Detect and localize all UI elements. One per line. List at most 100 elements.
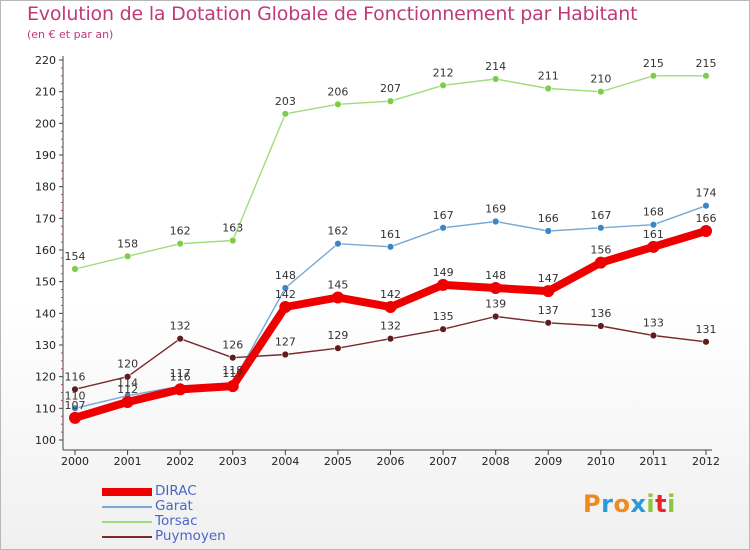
data-point-torsac: [491, 75, 500, 83]
y-tick-label: 130: [35, 339, 56, 352]
data-label-torsac: 215: [643, 57, 664, 70]
logo-letter: i: [667, 490, 676, 518]
data-label-garat: 174: [696, 187, 717, 200]
y-tick-label: 140: [35, 307, 56, 320]
x-tick-label: 2007: [429, 455, 457, 468]
legend-swatch: [102, 536, 152, 538]
data-label-torsac: 203: [275, 95, 296, 108]
y-minor-tick: [61, 304, 63, 306]
legend-swatch: [102, 488, 152, 496]
data-point-torsac: [71, 265, 79, 273]
data-point-torsac: [176, 239, 184, 248]
data-point-dirac: [489, 282, 502, 294]
data-point-torsac: [702, 72, 710, 80]
data-label-puymoyen: 136: [590, 307, 611, 320]
data-point-garat: [439, 224, 447, 232]
logo-letter: r: [601, 490, 614, 518]
y-minor-tick: [61, 209, 63, 211]
y-minor-tick: [61, 431, 63, 433]
y-minor-tick: [61, 360, 63, 362]
x-tick-label: 2003: [219, 455, 247, 468]
y-tick-label: 150: [35, 276, 56, 289]
x-tick-label: 2005: [324, 455, 352, 468]
data-label-torsac: 210: [590, 73, 611, 86]
data-label-dirac: 149: [433, 266, 454, 279]
proxiti-logo: Proxiti: [583, 490, 676, 518]
x-tick-label: 2010: [587, 455, 615, 468]
y-minor-tick: [61, 423, 63, 425]
y-minor-tick: [61, 241, 63, 243]
data-label-puymoyen: 137: [538, 304, 559, 317]
data-point-puymoyen: [544, 319, 552, 327]
y-minor-tick: [61, 233, 63, 235]
data-point-dirac: [437, 278, 450, 291]
y-tick-label: 210: [35, 86, 56, 99]
legend-item-garat: Garat: [102, 498, 302, 514]
data-label-dirac: 142: [275, 288, 296, 301]
data-point-puymoyen: [597, 322, 605, 330]
data-point-puymoyen: [649, 331, 658, 340]
data-point-torsac: [281, 110, 290, 118]
data-point-dirac: [226, 380, 239, 393]
data-point-puymoyen: [123, 372, 132, 381]
data-label-dirac: 166: [696, 212, 717, 225]
data-label-dirac: 116: [170, 370, 191, 383]
data-point-torsac: [123, 252, 132, 261]
data-label-puymoyen: 139: [485, 298, 506, 311]
data-label-puymoyen: 129: [327, 329, 348, 342]
y-minor-tick: [61, 320, 63, 322]
data-label-puymoyen: 131: [696, 323, 717, 336]
data-label-garat: 117: [170, 367, 191, 380]
data-label-torsac: 206: [327, 85, 348, 98]
data-label-torsac: 215: [696, 57, 717, 70]
data-point-dirac: [121, 396, 134, 408]
x-tick-label: 2004: [271, 455, 299, 468]
y-minor-tick: [61, 83, 63, 85]
y-tick-label: 170: [35, 212, 56, 225]
data-point-garat: [702, 201, 710, 210]
data-label-puymoyen: 133: [643, 317, 664, 330]
y-minor-tick: [61, 75, 63, 77]
data-point-dirac: [542, 285, 555, 298]
data-label-garat: 167: [590, 209, 611, 222]
legend-label: Puymoyen: [155, 528, 226, 544]
data-label-dirac: 156: [590, 244, 611, 257]
data-label-torsac: 212: [433, 66, 454, 79]
data-label-torsac: 207: [380, 82, 401, 95]
data-point-torsac: [544, 84, 552, 93]
y-minor-tick: [61, 415, 63, 417]
data-point-puymoyen: [176, 334, 184, 343]
data-label-garat: 114: [117, 377, 138, 390]
x-tick-label: 2011: [639, 455, 667, 468]
y-tick-label: 160: [35, 244, 56, 257]
y-minor-tick: [61, 67, 63, 69]
y-minor-tick: [61, 257, 63, 259]
y-tick-label: 200: [35, 117, 56, 130]
data-label-garat: 148: [275, 269, 296, 282]
legend-swatch: [102, 521, 152, 523]
y-minor-tick: [61, 138, 63, 140]
y-minor-tick: [61, 178, 63, 180]
data-label-puymoyen: 127: [275, 336, 296, 349]
y-minor-tick: [61, 265, 63, 267]
data-label-dirac: 117: [222, 367, 243, 380]
data-label-garat: 167: [433, 209, 454, 222]
y-minor-tick: [61, 99, 63, 101]
y-minor-tick: [61, 328, 63, 330]
data-point-torsac: [439, 81, 447, 90]
y-tick-label: 220: [35, 54, 56, 67]
legend-label: Torsac: [155, 513, 198, 529]
legend-label: DIRAC: [155, 483, 197, 499]
data-label-garat: 169: [485, 203, 506, 216]
data-point-puymoyen: [281, 350, 290, 359]
y-minor-tick: [61, 162, 63, 164]
chart-subtitle: (en € et par an): [27, 28, 114, 41]
y-tick-label: 110: [35, 402, 56, 415]
data-point-garat: [71, 404, 79, 413]
y-minor-tick: [61, 170, 63, 172]
data-label-garat: 110: [65, 389, 86, 402]
data-point-torsac: [597, 87, 605, 96]
logo-letter: x: [630, 490, 647, 518]
data-point-dirac: [279, 301, 292, 313]
data-point-puymoyen: [439, 325, 447, 333]
